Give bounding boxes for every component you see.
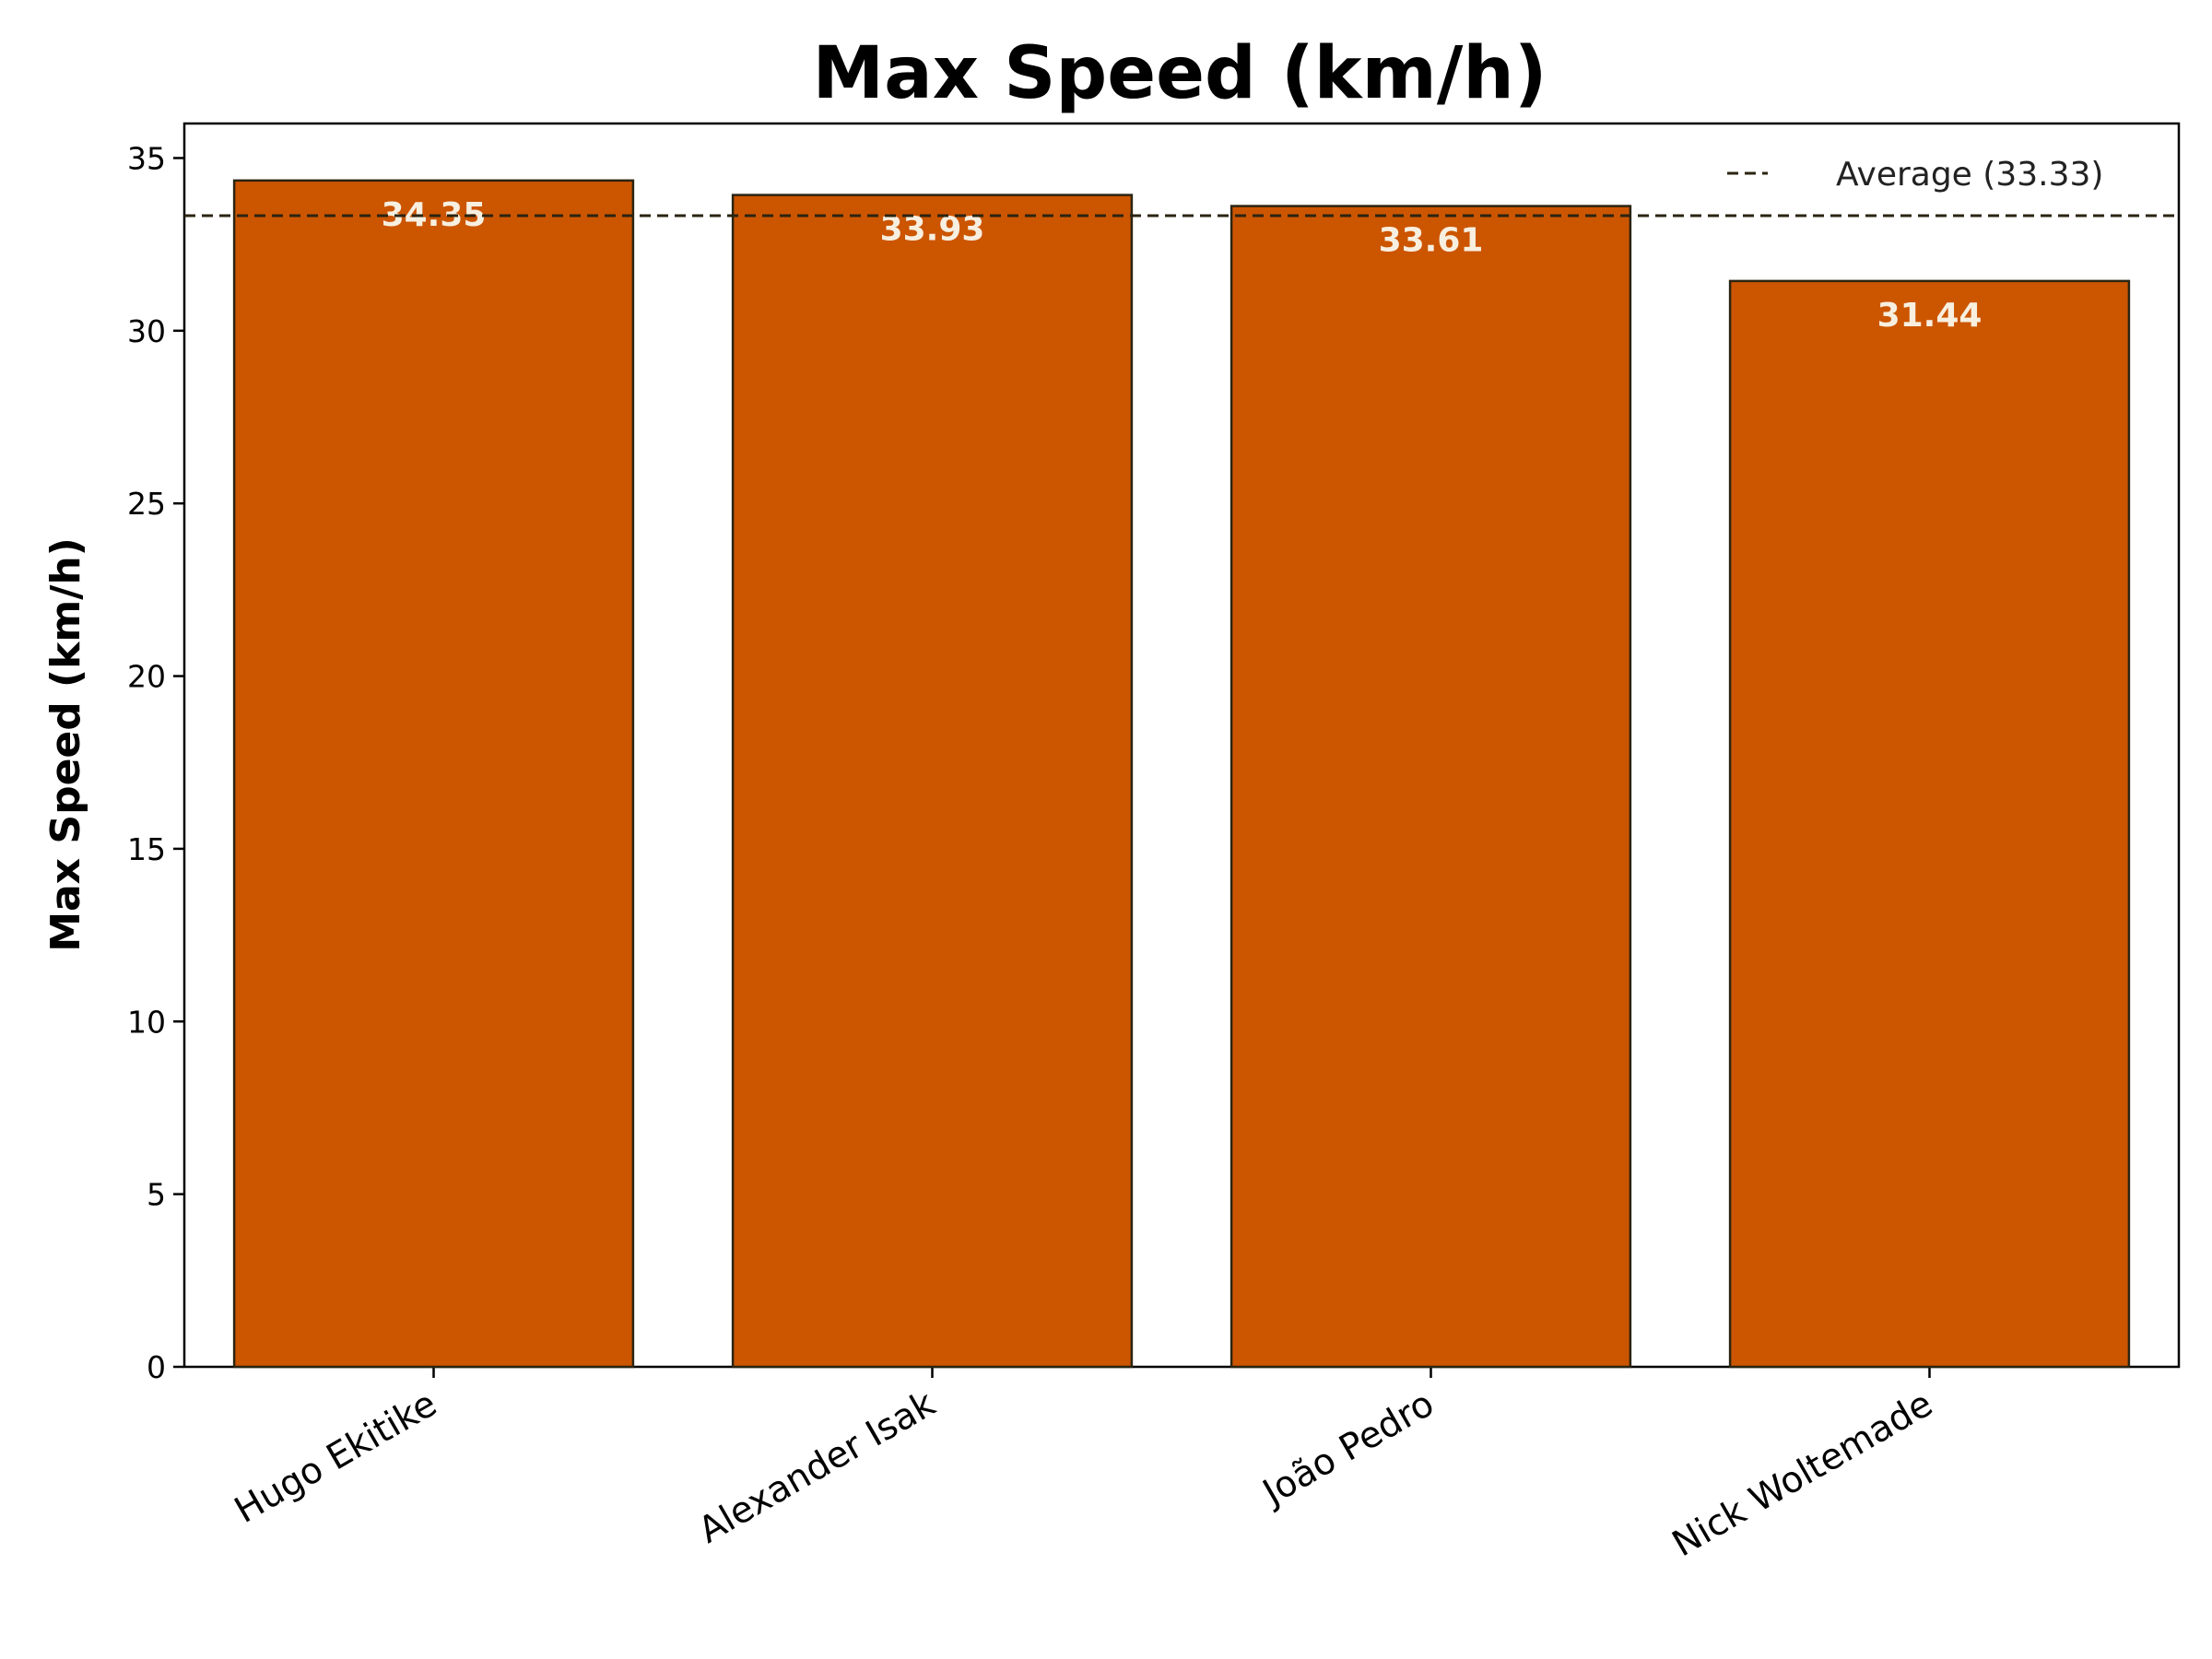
- legend: Average (33.33): [1727, 156, 2103, 194]
- y-axis-label: Max Speed (km/h): [42, 537, 89, 952]
- bar: [1728, 279, 2131, 1369]
- y-tick-label: 15: [127, 831, 166, 867]
- y-tick-label: 25: [127, 486, 166, 522]
- y-axis: 0 5 10 15 20 25 30 35: [127, 140, 184, 1385]
- y-tick-label: 10: [127, 1004, 166, 1040]
- y-tick-label: 35: [127, 140, 166, 176]
- bar-value-label: 33.61: [1379, 222, 1484, 260]
- bar: [232, 179, 635, 1369]
- y-tick-label: 20: [127, 659, 166, 695]
- bar-value-label: 31.44: [1877, 297, 1983, 335]
- y-tick-label: 0: [147, 1349, 166, 1385]
- bar-value-label: 33.93: [880, 211, 985, 249]
- x-tick-label: Nick Woltemade: [1665, 1383, 1939, 1566]
- legend-average-label: Average (33.33): [1836, 156, 2103, 194]
- y-tick-label: 30: [127, 313, 166, 349]
- x-axis: Hugo Ekitike Alexander Isak João Pedro Nick…: [228, 1367, 1940, 1566]
- x-tick-label: Hugo Ekitike: [228, 1383, 443, 1532]
- x-tick-label: João Pedro: [1253, 1383, 1441, 1515]
- chart-title: Max Speed (km/h): [813, 32, 1547, 115]
- y-tick-label: 5: [147, 1177, 166, 1213]
- x-tick-label: Alexander Isak: [692, 1382, 943, 1551]
- bar: [731, 194, 1134, 1369]
- bar: [1230, 205, 1632, 1369]
